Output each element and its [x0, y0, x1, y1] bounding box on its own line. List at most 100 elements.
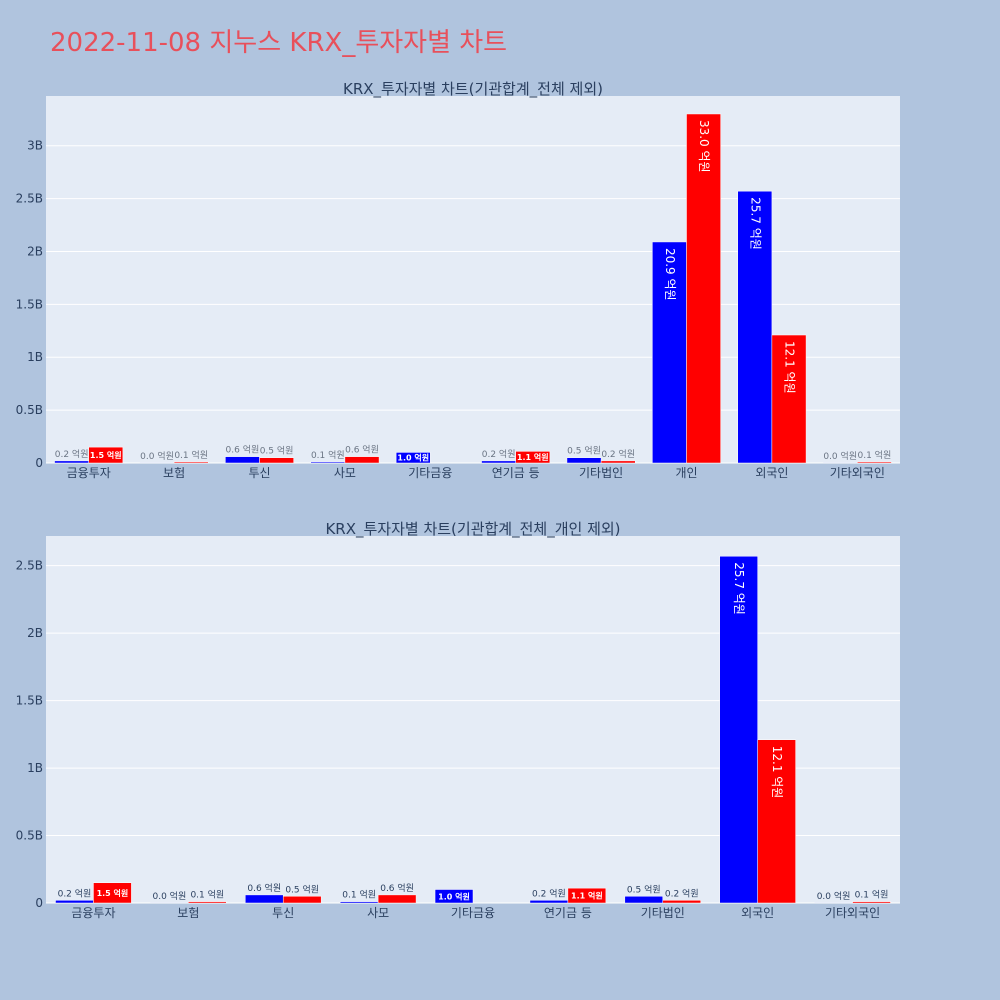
data-label: 1.5 억원 [90, 450, 122, 460]
sell-bar [88, 446, 124, 464]
sell-bar [857, 461, 892, 464]
buy-bar [339, 901, 379, 904]
y-tick-label: 1.5B [16, 297, 43, 311]
data-label: 0.5 억원 [567, 445, 601, 457]
data-label: 0.0 억원 [140, 450, 174, 462]
x-tick-label: 연기금 등 [544, 906, 592, 920]
data-label: 0.6 억원 [380, 882, 414, 894]
data-label: 1.0 억원 [438, 891, 470, 901]
buy-bar [245, 894, 284, 904]
x-tick-label: 보험 [177, 906, 199, 920]
x-tick-label: 사모 [334, 466, 356, 480]
y-tick-label: 0 [35, 896, 43, 910]
chart-title: KRX_투자자별 차트(기관합계_전체 제외) [343, 80, 603, 99]
sell-bar [771, 334, 807, 464]
x-tick-label: 투신 [248, 466, 270, 480]
x-tick-label: 보험 [163, 466, 185, 480]
buy-bar [395, 452, 431, 464]
data-label: 0.5 억원 [260, 445, 294, 457]
data-label: 0.5 억원 [285, 883, 319, 895]
data-label: 1.1 억원 [571, 891, 603, 901]
y-tick-label: 1B [27, 761, 43, 775]
x-tick-label: 금융투자 [71, 906, 115, 920]
y-tick-label: 1B [27, 350, 43, 364]
data-label: 1.0 억원 [397, 453, 429, 463]
sell-bar [515, 451, 551, 464]
data-label: 0.2 억원 [665, 887, 699, 899]
x-tick-label: 개인 [675, 466, 697, 480]
data-label: 0.2 억원 [58, 887, 92, 899]
sell-bar [344, 456, 380, 464]
data-label: 12.1 억원 [782, 341, 796, 394]
x-tick-label: 기타금융 [451, 906, 495, 920]
sell-bar [567, 887, 607, 904]
data-label: 0.1 억원 [174, 449, 208, 461]
data-label: 0.6 억원 [226, 444, 260, 456]
x-tick-label: 기타금융 [408, 466, 452, 480]
data-label: 0.2 억원 [55, 448, 89, 460]
x-tick-label: 금융투자 [67, 466, 111, 480]
data-label: 0.2 억원 [601, 448, 635, 460]
data-label: 0.1 억원 [190, 889, 224, 901]
buy-bar [55, 900, 94, 904]
data-label: 0.2 억원 [482, 448, 516, 460]
x-tick-label: 외국인 [755, 466, 788, 480]
data-label: 0.1 억원 [855, 889, 889, 901]
x-tick-label: 기타외국인 [825, 906, 880, 920]
data-label: 0.1 억원 [858, 449, 892, 461]
data-label: 0.6 억원 [247, 882, 281, 894]
sell-bar [259, 457, 294, 464]
data-label: 0.0 억원 [823, 450, 857, 462]
page-title: 2022-11-08 지누스 KRX_투자자별 차트 [50, 28, 508, 58]
y-tick-label: 2.5B [16, 559, 43, 573]
sell-bar [600, 460, 636, 464]
sell-bar [282, 896, 322, 904]
data-label: 0.1 억원 [342, 889, 376, 901]
y-tick-label: 1.5B [16, 694, 43, 708]
data-label: 25.7 억원 [748, 197, 762, 250]
y-tick-label: 0.5B [16, 403, 43, 417]
buy-bar [624, 896, 664, 904]
data-label: 1.5 억원 [97, 888, 129, 898]
x-tick-label: 외국인 [741, 906, 774, 920]
data-label: 12.1 억원 [770, 746, 784, 799]
sell-bar [757, 739, 796, 904]
data-label: 0.0 억원 [817, 890, 851, 902]
data-label: 0.6 억원 [345, 444, 379, 456]
data-label: 0.5 억원 [627, 883, 661, 895]
x-tick-label: 연기금 등 [492, 466, 540, 480]
sell-bar [852, 901, 891, 904]
sell-bar [686, 113, 721, 464]
data-label: 33.0 억원 [697, 120, 711, 173]
sell-bar [377, 894, 417, 904]
y-tick-label: 0 [35, 456, 43, 470]
buy-bar [566, 457, 602, 464]
y-tick-label: 3B [27, 139, 43, 153]
data-label: 0.0 억원 [152, 890, 186, 902]
sell-bar [173, 461, 209, 464]
x-tick-label: 사모 [367, 906, 389, 920]
y-tick-label: 0.5B [16, 829, 43, 843]
data-label: 25.7 억원 [732, 562, 746, 615]
chart-title: KRX_투자자별 차트(기관합계_전체_개인 제외) [325, 520, 620, 539]
x-tick-label: 투신 [272, 906, 294, 920]
buy-bar [434, 889, 474, 904]
sell-bar [188, 901, 227, 904]
y-tick-label: 2.5B [16, 192, 43, 206]
buy-bar [737, 190, 773, 464]
data-label: 20.9 억원 [663, 248, 677, 301]
sell-bar [662, 900, 701, 904]
x-tick-label: 기타외국인 [830, 466, 885, 480]
top-bar-chart: KRX_투자자별 차트(기관합계_전체 제외) 0 0.5B 1B 1.5B 2B 2.5B… [16, 80, 900, 480]
x-tick-label: 기타법인 [579, 466, 623, 480]
data-label: 0.1 억원 [311, 449, 345, 461]
buy-bar [719, 555, 758, 904]
x-tick-label: 기타법인 [641, 906, 685, 920]
data-label: 0.2 억원 [532, 887, 566, 899]
sell-bar [93, 882, 132, 904]
y-tick-label: 2B [27, 626, 43, 640]
data-label: 1.1 억원 [517, 452, 549, 462]
y-tick-label: 2B [27, 244, 43, 258]
buy-bar [529, 900, 569, 904]
